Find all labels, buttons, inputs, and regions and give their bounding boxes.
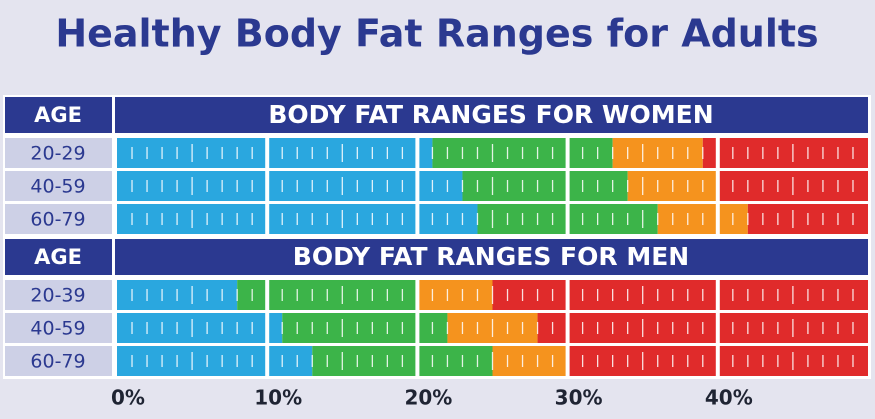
group-title-bg xyxy=(115,239,868,275)
x-tick-label: 10% xyxy=(254,386,302,410)
row-label: 40-59 xyxy=(30,318,85,340)
row-label: 20-29 xyxy=(30,143,85,165)
row-label: 60-79 xyxy=(30,209,85,231)
group-header: AGE xyxy=(34,245,82,269)
range-segment xyxy=(117,346,313,376)
group-title: BODY FAT RANGES FOR MEN xyxy=(293,242,689,271)
row-label-bg xyxy=(5,313,112,343)
row-label: 40-59 xyxy=(30,176,85,198)
range-segment xyxy=(117,171,463,201)
group-header-bg xyxy=(5,239,112,275)
x-tick-label: 20% xyxy=(404,386,452,410)
x-tick-label: 40% xyxy=(705,386,753,410)
range-segment xyxy=(702,138,868,168)
group-header: AGE xyxy=(34,103,82,127)
row-label-bg xyxy=(5,280,112,310)
row-label-bg xyxy=(5,346,112,376)
x-tick-label: 30% xyxy=(555,386,603,410)
range-segment xyxy=(492,280,868,310)
group-title: BODY FAT RANGES FOR WOMEN xyxy=(268,100,713,129)
row-label: 20-39 xyxy=(30,285,85,307)
row-label-bg xyxy=(5,138,112,168)
row-label-bg xyxy=(5,171,112,201)
range-segment xyxy=(117,313,283,343)
range-segment xyxy=(417,280,493,310)
row-label: 60-79 xyxy=(30,351,85,373)
group-title-bg xyxy=(115,97,868,133)
range-segment xyxy=(462,171,628,201)
range-segment xyxy=(117,138,433,168)
x-tick-label: 0% xyxy=(111,386,145,410)
group-header-bg xyxy=(5,97,112,133)
row-label-bg xyxy=(5,204,112,234)
range-segment xyxy=(282,313,448,343)
range-segment xyxy=(492,346,568,376)
chart-title: Healthy Body Fat Ranges for Adults xyxy=(55,12,818,56)
